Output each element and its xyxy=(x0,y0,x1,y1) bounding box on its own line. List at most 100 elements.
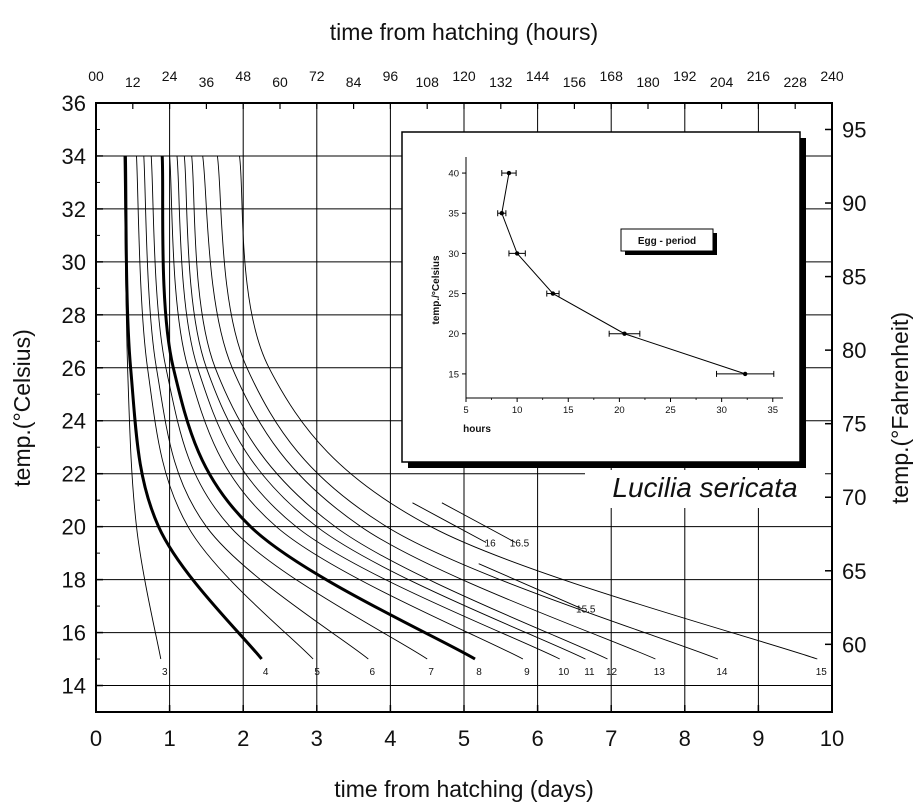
y-tick-label: 36 xyxy=(62,91,86,116)
y2-tick-label: 65 xyxy=(842,559,866,584)
x-tick-label: 2 xyxy=(237,726,249,751)
x2-tick-label: 228 xyxy=(784,74,808,90)
curve-label: 6 xyxy=(370,667,376,678)
x-tick-label: 9 xyxy=(752,726,764,751)
x-tick-label: 0 xyxy=(90,726,102,751)
inset-y-tick-label: 40 xyxy=(448,169,459,180)
curve-label: 14 xyxy=(716,667,728,678)
inset-x-tick-label: 15 xyxy=(563,405,574,416)
y2-tick-label: 75 xyxy=(842,412,866,437)
y-tick-label: 28 xyxy=(62,303,86,328)
curve-label: 16 xyxy=(485,539,497,550)
curve-15-5 xyxy=(478,563,582,610)
curve-label: 5 xyxy=(314,667,320,678)
curve-label: 3 xyxy=(162,667,168,678)
inset-marks xyxy=(497,170,775,377)
curve-5 xyxy=(136,155,314,660)
inset-x-tick-label: 25 xyxy=(665,405,676,416)
inset-point xyxy=(742,371,748,377)
inset-y-tick-label: 20 xyxy=(448,329,459,340)
y2-tick-label: 60 xyxy=(842,632,866,657)
inset-point xyxy=(622,331,627,336)
left-axis-label: temp.(°Celsius) xyxy=(9,329,35,486)
x2-tick-label: 156 xyxy=(563,74,587,90)
curve-label: 7 xyxy=(428,667,434,678)
x2-tick-label: 96 xyxy=(383,68,399,84)
x2-tick-label: 84 xyxy=(346,74,362,90)
x2-tick-label: 120 xyxy=(452,68,476,84)
inset-x-tick-label: 20 xyxy=(614,405,625,416)
main-curves xyxy=(123,155,818,661)
inset-y-axis-label: temp./°Celsius xyxy=(431,255,442,324)
y2-tick-label: 85 xyxy=(842,265,866,290)
curve-12 xyxy=(191,155,608,660)
inset-point xyxy=(499,211,504,216)
x2-tick-label: 144 xyxy=(526,68,550,84)
x2-tick-label: 108 xyxy=(416,74,440,90)
curve-label: 10 xyxy=(558,667,570,678)
y-tick-label: 26 xyxy=(62,356,86,381)
y2-tick-label: 80 xyxy=(842,338,866,363)
x2-tick-label: 48 xyxy=(235,68,251,84)
inset-line xyxy=(501,172,746,375)
top-axis-label: time from hatching (hours) xyxy=(330,19,598,45)
x-tick-label: 3 xyxy=(311,726,323,751)
inset-point xyxy=(514,251,520,256)
y-tick-label: 30 xyxy=(62,250,86,275)
curve-label: 13 xyxy=(654,667,666,678)
x2-tick-label: 24 xyxy=(162,68,178,84)
inset-point xyxy=(550,291,556,296)
curve-16 xyxy=(412,502,487,543)
inset-y-tick-label: 35 xyxy=(448,209,459,220)
x2-tick-label: 204 xyxy=(710,74,734,90)
right-axis-label: temp.(°Fahrenheit) xyxy=(887,312,913,504)
inset-y-tick-label: 30 xyxy=(448,249,459,260)
curve-4 xyxy=(123,155,263,660)
inset-x-tick-label: 5 xyxy=(463,405,468,416)
inset-x-axis-label: hours xyxy=(463,424,491,435)
inset-y-tick-label: 15 xyxy=(448,369,459,380)
y2-tick-label: 70 xyxy=(842,485,866,510)
inset-box xyxy=(401,131,801,463)
x2-tick-label: 168 xyxy=(600,68,624,84)
x2-tick-label: 00 xyxy=(88,68,104,84)
x-tick-label: 7 xyxy=(605,726,617,751)
x2-tick-label: 72 xyxy=(309,68,325,84)
curve-3 xyxy=(123,155,162,660)
x-tick-label: 10 xyxy=(820,726,844,751)
inset-x-tick-label: 10 xyxy=(512,405,523,416)
x2-tick-label: 240 xyxy=(820,68,844,84)
x-tick-label: 6 xyxy=(531,726,543,751)
x2-tick-label: 12 xyxy=(125,74,141,90)
y-tick-label: 24 xyxy=(62,409,86,434)
curve-8 xyxy=(160,155,476,661)
x2-tick-label: 216 xyxy=(747,68,771,84)
inset-x-tick-label: 35 xyxy=(767,405,778,416)
curve-label: 12 xyxy=(606,667,618,678)
x-tick-label: 5 xyxy=(458,726,470,751)
y-tick-label: 22 xyxy=(62,462,86,487)
x2-tick-label: 36 xyxy=(199,74,215,90)
y2-tick-label: 90 xyxy=(842,191,866,216)
y-tick-label: 32 xyxy=(62,197,86,222)
curve-label: 8 xyxy=(476,667,482,678)
x-tick-label: 8 xyxy=(679,726,691,751)
curve-11 xyxy=(183,155,586,660)
curve-label: 15 xyxy=(816,667,828,678)
inset-axes: 5 10 15 20 25 30 35 15 20 25 30 35 40 xyxy=(448,157,783,416)
inset-title: Egg - period xyxy=(638,236,696,247)
curve-16-5 xyxy=(441,502,516,543)
y-tick-label: 20 xyxy=(62,515,86,540)
y-tick-label: 16 xyxy=(62,621,86,646)
curve-label: 15.5 xyxy=(576,605,596,616)
main-ticks xyxy=(95,102,833,713)
species-title: Lucilia sericata xyxy=(612,472,797,503)
inset-title-box xyxy=(620,228,714,252)
curve-13 xyxy=(202,155,656,660)
species-title-background xyxy=(585,470,825,508)
curve-7 xyxy=(150,155,428,660)
y-tick-label: 18 xyxy=(62,568,86,593)
